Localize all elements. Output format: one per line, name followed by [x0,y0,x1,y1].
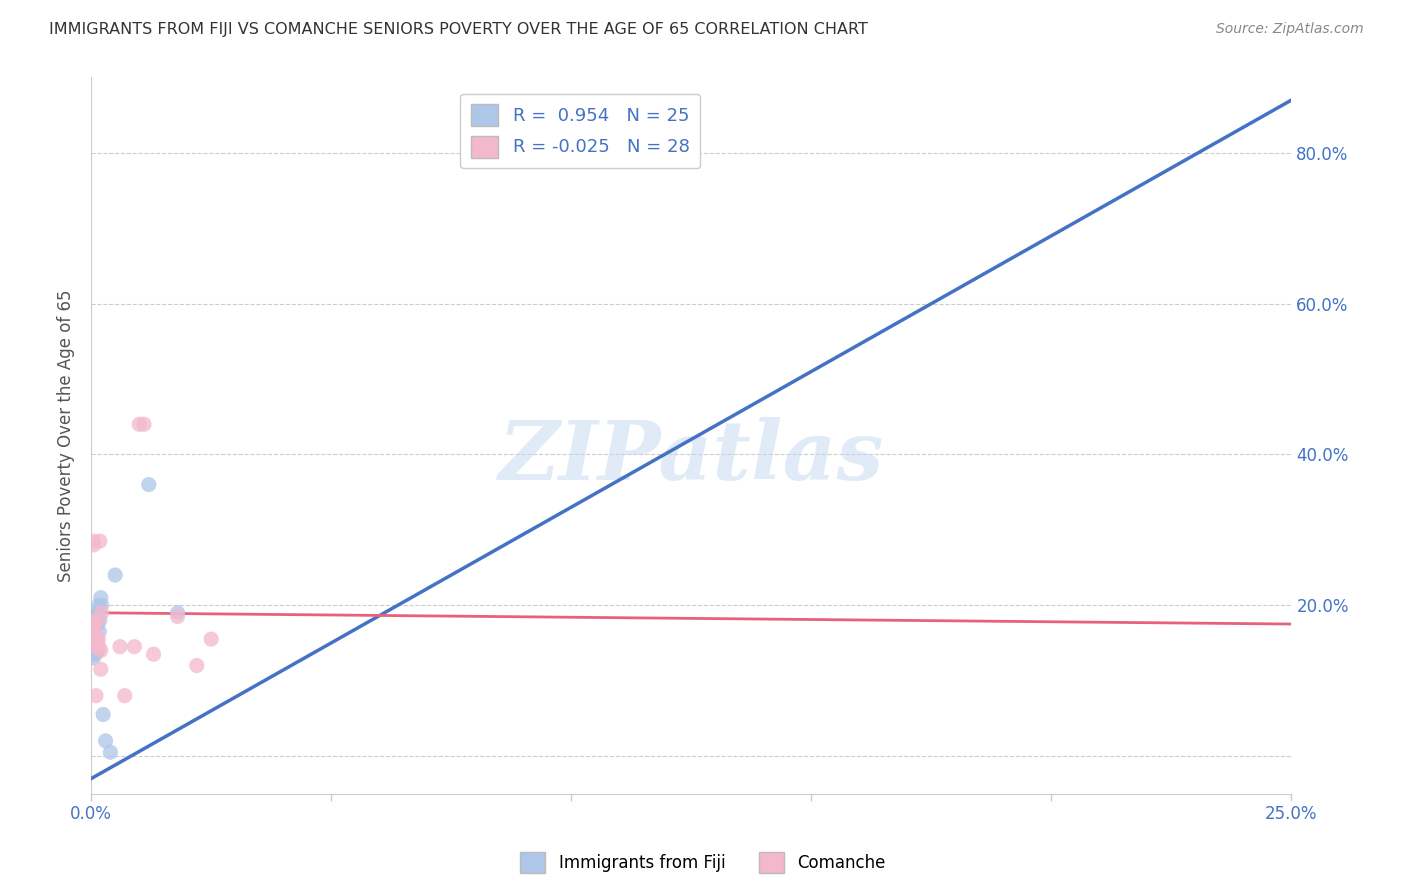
Point [82,617,104,632]
Point [83,628,105,642]
Point [87,613,110,627]
Point [82,617,104,632]
Point [166,609,188,624]
Point [83,617,105,632]
Point [82,651,104,665]
Point [82,647,104,661]
Point [91,707,114,722]
Point [142,647,165,661]
Point [82,624,104,639]
Point [83,538,105,552]
Legend: R =  0.954   N = 25, R = -0.025   N = 28: R = 0.954 N = 25, R = -0.025 N = 28 [460,94,700,169]
Point [87,606,110,620]
Point [86,617,108,632]
Point [108,640,131,654]
Point [104,568,127,582]
Point [89,613,111,627]
Point [84,640,107,654]
Point [90,643,112,657]
Point [82,643,104,657]
Point [98,745,121,759]
Point [84,613,107,627]
Point [200,632,222,647]
Legend: Immigrants from Fiji, Comanche: Immigrants from Fiji, Comanche [513,846,893,880]
Point [94,734,117,748]
Point [83,636,105,650]
Point [83,534,105,549]
Point [138,477,160,491]
Point [83,632,105,647]
Point [124,640,146,654]
Point [86,632,108,647]
Text: Source: ZipAtlas.com: Source: ZipAtlas.com [1216,22,1364,37]
Point [87,632,110,647]
Point [84,632,107,647]
Point [84,689,107,703]
Text: IMMIGRANTS FROM FIJI VS COMANCHE SENIORS POVERTY OVER THE AGE OF 65 CORRELATION : IMMIGRANTS FROM FIJI VS COMANCHE SENIORS… [49,22,868,37]
Point [166,606,188,620]
Point [89,624,111,639]
Point [132,417,155,432]
Point [84,624,107,639]
Text: ZIPatlas: ZIPatlas [499,417,884,497]
Point [90,606,112,620]
Point [90,591,112,605]
Point [128,417,150,432]
Point [186,658,208,673]
Point [90,662,112,676]
Y-axis label: Seniors Poverty Over the Age of 65: Seniors Poverty Over the Age of 65 [58,289,75,582]
Point [84,632,107,647]
Point [87,598,110,612]
Point [114,689,136,703]
Point [87,640,110,654]
Point [83,640,105,654]
Point [89,534,111,549]
Point [90,598,112,612]
Point [87,643,110,657]
Point [84,640,107,654]
Point [86,606,108,620]
Point [84,647,107,661]
